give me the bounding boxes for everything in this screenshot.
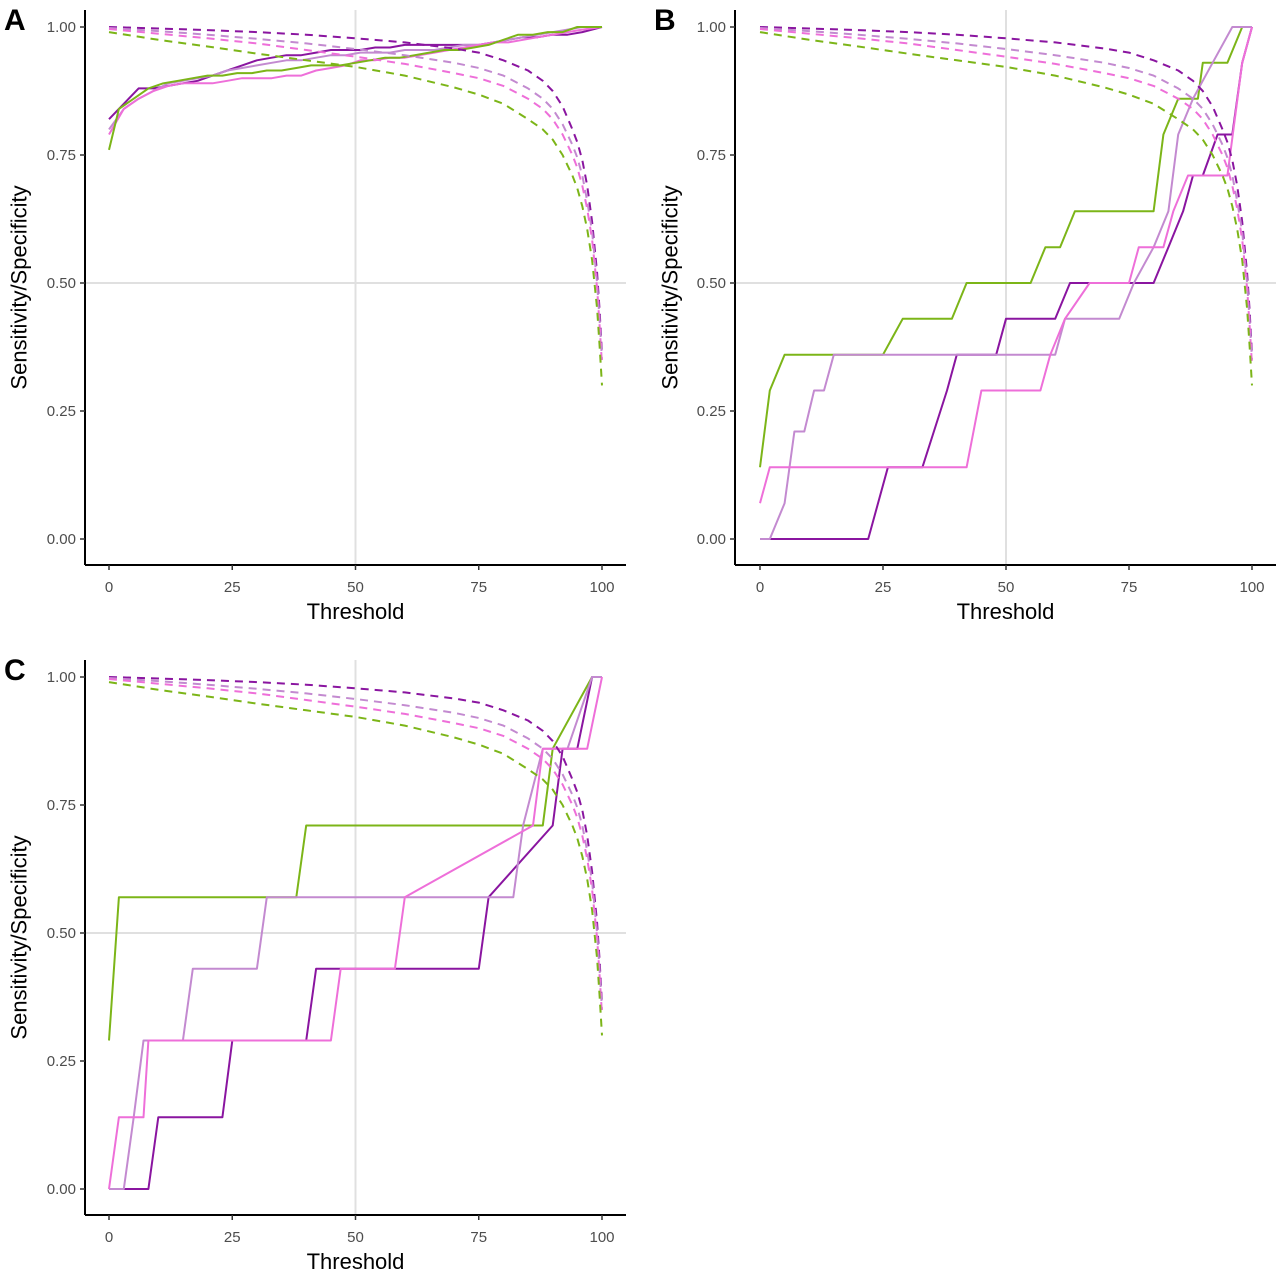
y-tick-label: 0.75 — [47, 147, 76, 164]
series-specificity-green — [759, 31, 1253, 386]
x-tick-label: 0 — [105, 579, 113, 596]
series-sensitivity-pink — [759, 26, 1253, 504]
x-axis-title: Threshold — [307, 1249, 405, 1274]
x-tick-label: 25 — [224, 1229, 241, 1246]
panel-a: 0.00 0.25 0.50 0.75 1.00 0 25 50 75 100 Threshold S… — [4, 4, 626, 624]
y-tick-label: 1.00 — [47, 19, 76, 36]
panel-letter-b: B — [654, 4, 676, 37]
y-tick-label: 0.25 — [47, 403, 76, 420]
series-specificity-pink — [108, 28, 603, 365]
series-specificity-lavender — [108, 27, 603, 360]
y-tick-label: 0.25 — [697, 403, 726, 420]
y-axis-title: Sensitivity/Specificity — [658, 185, 683, 389]
x-tick-label: 50 — [347, 579, 364, 596]
x-tick-label: 100 — [589, 1229, 614, 1246]
panel-c: 0.00 0.25 0.50 0.75 1.00 0 25 50 75 100 Threshold S… — [4, 654, 626, 1274]
y-tick-label: 1.00 — [47, 669, 76, 686]
y-tick-label: 1.00 — [697, 19, 726, 36]
panel-letter-a: A — [4, 4, 26, 37]
x-tick-label: 75 — [470, 1229, 487, 1246]
x-tick-label: 25 — [224, 579, 241, 596]
x-axis-title: Threshold — [307, 599, 405, 624]
y-axis-title: Sensitivity/Specificity — [7, 185, 32, 389]
series-specificity-purple — [108, 26, 603, 355]
series-specificity-lavender — [108, 677, 603, 1010]
y-tick-label: 0.50 — [47, 925, 76, 942]
series-specificity-pink — [759, 28, 1253, 365]
x-tick-label: 50 — [347, 1229, 364, 1246]
series-specificity-lavender — [759, 27, 1253, 360]
x-tick-label: 0 — [105, 1229, 113, 1246]
series-sensitivity-green — [108, 676, 602, 1041]
series-specificity-purple — [759, 26, 1253, 355]
x-axis-title: Threshold — [957, 599, 1055, 624]
panel-letter-c: C — [4, 654, 26, 687]
x-tick-label: 100 — [1239, 579, 1264, 596]
series-specificity-pink — [108, 678, 603, 1015]
panel-b: 0.00 0.25 0.50 0.75 1.00 0 25 50 75 100 Threshold S… — [654, 4, 1276, 624]
y-tick-label: 0.00 — [47, 531, 76, 548]
x-tick-label: 75 — [1121, 579, 1138, 596]
series-specificity-green — [108, 681, 603, 1036]
x-tick-label: 0 — [756, 579, 764, 596]
x-tick-label: 25 — [875, 579, 892, 596]
y-tick-label: 0.00 — [697, 531, 726, 548]
series-sensitivity-pink — [108, 676, 603, 1190]
y-tick-label: 0.00 — [47, 1181, 76, 1198]
y-tick-label: 0.50 — [697, 275, 726, 292]
y-tick-label: 0.25 — [47, 1053, 76, 1070]
y-axis-title: Sensitivity/Specificity — [7, 835, 32, 1039]
series-specificity-purple — [108, 676, 603, 1005]
x-tick-label: 50 — [998, 579, 1015, 596]
y-tick-label: 0.75 — [697, 147, 726, 164]
x-tick-label: 75 — [470, 579, 487, 596]
x-tick-label: 100 — [589, 579, 614, 596]
y-tick-label: 0.75 — [47, 797, 76, 814]
y-tick-label: 0.50 — [47, 275, 76, 292]
series-specificity-green — [108, 31, 603, 386]
series-sensitivity-green — [108, 26, 602, 151]
